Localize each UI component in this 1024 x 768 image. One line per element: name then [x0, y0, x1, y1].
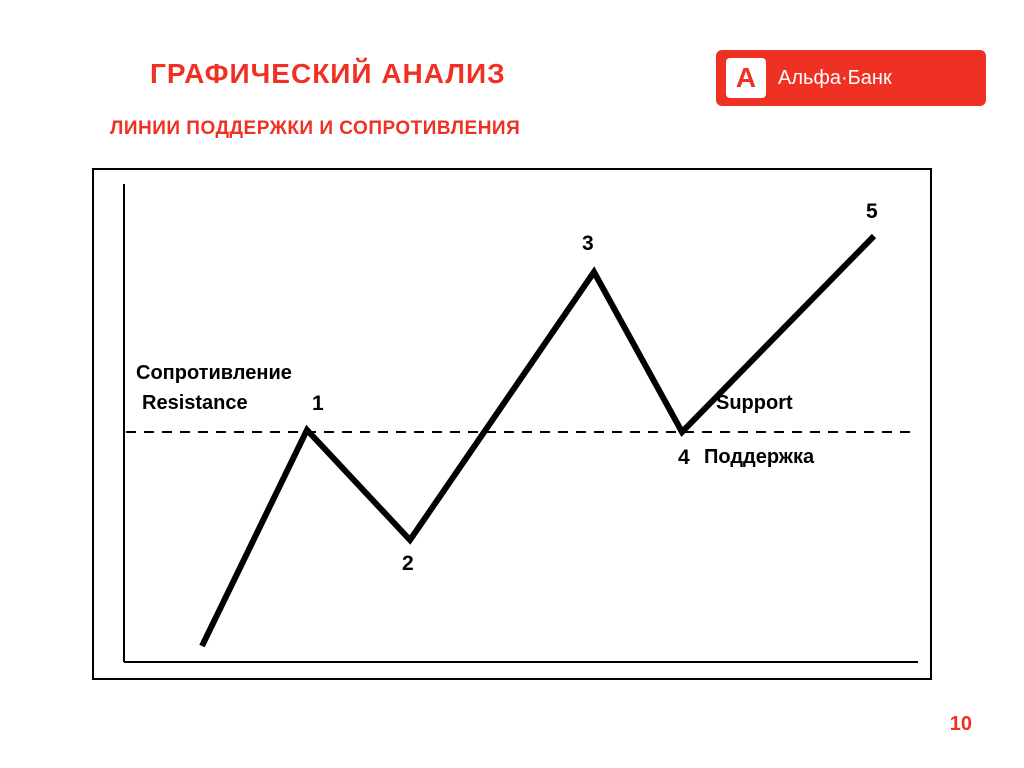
page-number: 10 [950, 713, 972, 736]
brand-logo-letter: А [726, 58, 766, 98]
chart-text-label-2: Support [716, 392, 793, 415]
point-label-2: 2 [402, 552, 414, 576]
brand-logo-text: Альфа·Банк [778, 67, 892, 90]
chart-container: 1 2 3 4 5 Сопротивление Resistance Support Подде… [92, 168, 932, 680]
point-label-5: 5 [866, 200, 878, 224]
chart-text-label-1: Resistance [142, 392, 248, 415]
point-label-4: 4 [678, 446, 690, 470]
chart-svg [94, 170, 934, 682]
page-title: ГРАФИЧЕСКИЙ АНАЛИЗ [150, 58, 506, 90]
page-subtitle: ЛИНИИ ПОДДЕРЖКИ И СОПРОТИВЛЕНИЯ [110, 118, 520, 140]
point-label-3: 3 [582, 232, 594, 256]
point-label-1: 1 [312, 392, 324, 416]
brand-logo: А Альфа·Банк [716, 50, 986, 106]
chart-text-label-0: Сопротивление [136, 362, 292, 385]
chart-text-label-3: Поддержка [704, 446, 814, 469]
